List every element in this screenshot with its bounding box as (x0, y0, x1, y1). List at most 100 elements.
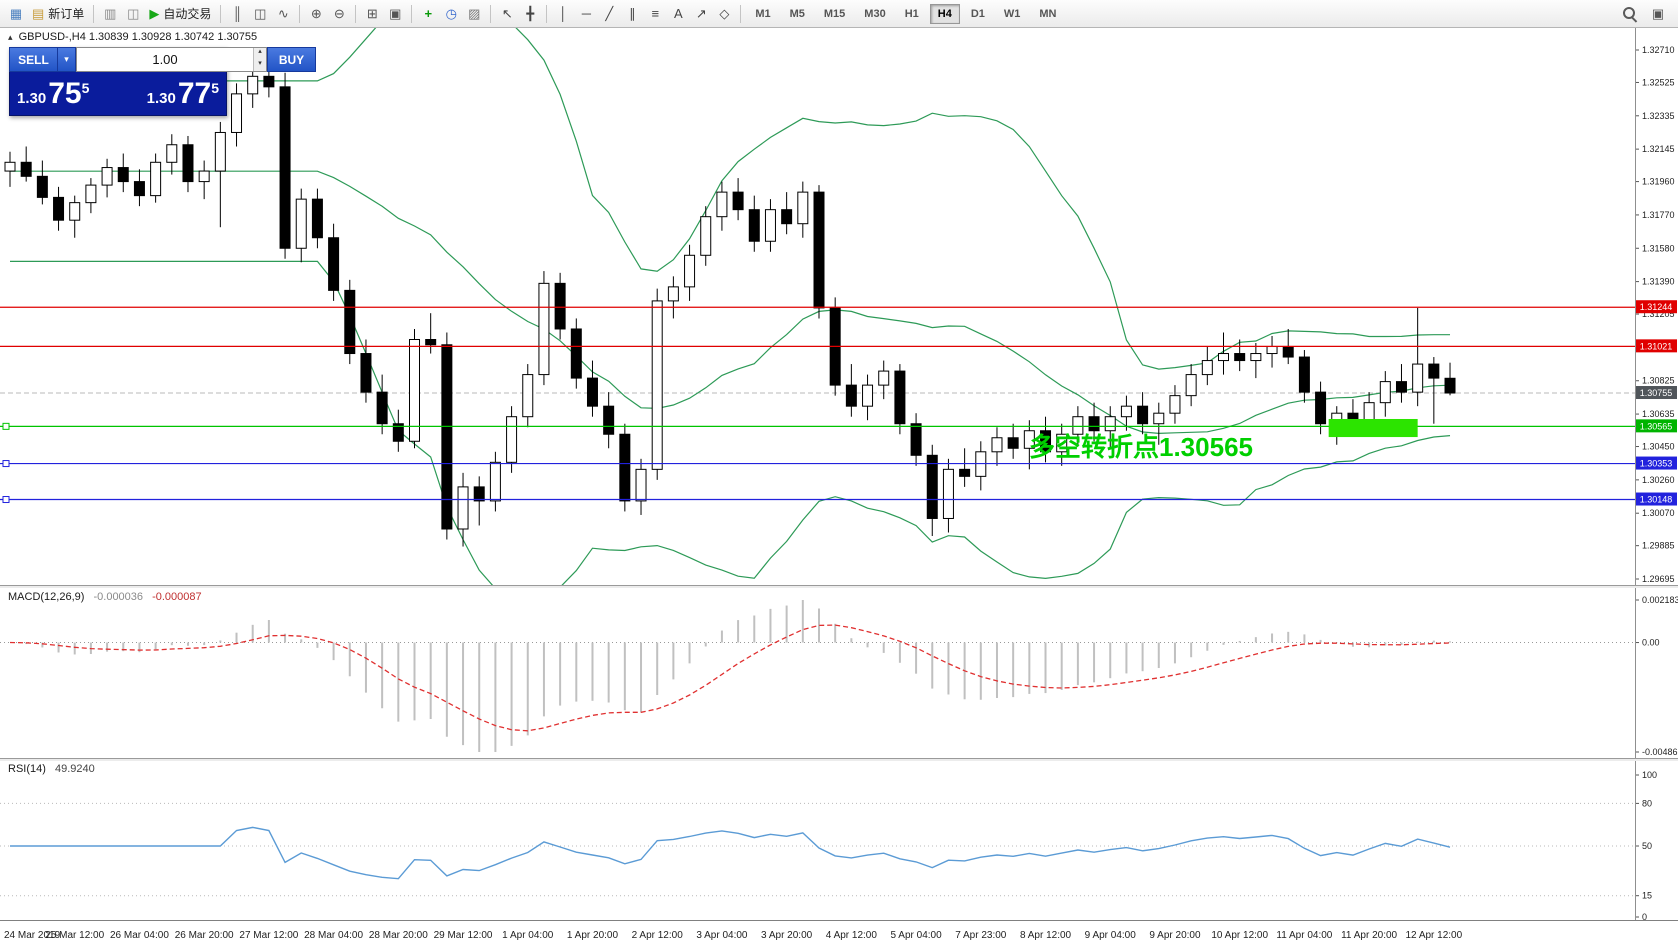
timeframe-d1[interactable]: D1 (970, 7, 985, 20)
toolbar: ▦ ▤ 新订单 ▥ ◫ ▶ 自动交易 ║ ◫ ∿ ⊕ ⊖ ⊞ ▣ + ◷ ▨ ↖ ╋ │ ─ ╱ ∥ ≡ A ↗ ◇ M1 M5 M15 M… (0, 0, 1678, 28)
time-label: 9 Apr 04:00 (1084, 930, 1136, 941)
trendline-icon[interactable]: ╱ (605, 6, 614, 21)
rsi-line (10, 826, 1451, 880)
vertical-line-icon[interactable]: │ (559, 6, 568, 21)
candle-body (748, 209, 760, 242)
time-label: 11 Apr 04:00 (1276, 930, 1333, 941)
autotrade-button[interactable]: ▶ 自动交易 (149, 6, 212, 21)
timeframe-m5[interactable]: M5 (789, 7, 805, 20)
timeframe-m30[interactable]: M30 (864, 7, 886, 20)
rsi-axis-label: 100 (1642, 770, 1657, 780)
cursor-icon[interactable]: ↖ (501, 6, 513, 21)
zoom-out-icon[interactable]: ⊖ (333, 6, 345, 21)
volume-box: ▴ ▾ (76, 47, 267, 72)
candle-body (862, 384, 874, 407)
candle-body (295, 198, 307, 249)
candle-body (700, 216, 712, 256)
candle-body (101, 167, 113, 186)
candle-body (959, 468, 971, 477)
new-chart-icon[interactable]: ▣ (389, 6, 402, 21)
candle-body (1412, 363, 1424, 393)
candle-body (489, 461, 501, 502)
tile-windows-icon[interactable]: ⊞ (366, 6, 378, 21)
candle-body (538, 282, 550, 376)
timeframe-m15[interactable]: M15 (823, 7, 846, 20)
toolbar-separator (355, 4, 357, 23)
timeframe-mn[interactable]: MN (1039, 7, 1057, 20)
chart-window-icon[interactable]: ▦ (9, 6, 23, 21)
one-click-collapse-icon[interactable]: ▴ (8, 32, 13, 42)
price-tick: 1.30825 (1642, 376, 1675, 386)
macd-axis-label: 0.00 (1642, 638, 1660, 648)
arrow-icon[interactable]: ↗ (695, 6, 707, 21)
sell-price-head: 1.30 (17, 89, 47, 107)
crosshair-icon[interactable]: ╋ (526, 6, 535, 21)
trade-widget-top-row: SELL ▾ ▴ ▾ BUY (9, 47, 316, 72)
price-tag-text: 1.31021 (1640, 341, 1673, 351)
pivot-annotation[interactable]: 多空转折点1.30565 (1029, 432, 1253, 462)
candle-body (311, 198, 323, 239)
shapes-icon[interactable]: ◇ (719, 6, 730, 21)
toolbar-separator (220, 4, 222, 23)
candle-body (85, 184, 97, 204)
candlestick-chart-icon[interactable]: ◫ (254, 6, 267, 21)
candle-body (1153, 412, 1165, 425)
templates-icon[interactable]: ▨ (468, 6, 481, 21)
timeframe-h1[interactable]: H1 (904, 7, 919, 20)
volume-down-button[interactable]: ▾ (254, 59, 266, 71)
candle-body (1428, 363, 1440, 379)
volume-up-button[interactable]: ▴ (254, 48, 266, 60)
text-icon[interactable]: A (673, 6, 683, 21)
zoom-in-icon[interactable]: ⊕ (310, 6, 322, 21)
price-axis[interactable] (1636, 28, 1678, 920)
candle-body (1040, 430, 1052, 453)
macd-panel-divider[interactable] (0, 585, 1678, 588)
candle-body (166, 144, 178, 163)
horizontal-line-icon[interactable]: ─ (581, 6, 591, 21)
candle-body (991, 437, 1003, 453)
toolbar-right-group: ▣ (1618, 3, 1673, 25)
price-tick: 1.32525 (1642, 77, 1675, 87)
sell-button[interactable]: SELL (9, 47, 58, 72)
line-chart-icon[interactable]: ∿ (277, 6, 289, 21)
time-label: 10 Apr 12:00 (1211, 930, 1269, 941)
volume-dropdown-button[interactable]: ▾ (58, 47, 76, 72)
new-order-button[interactable]: ▤ 新订单 (32, 6, 85, 21)
buy-price[interactable]: 1.30 77 5 (147, 78, 219, 109)
candle-body (1218, 353, 1229, 362)
timeframe-w1[interactable]: W1 (1003, 7, 1021, 20)
candle-body (1072, 416, 1084, 435)
candle-body (117, 167, 129, 183)
profiles-icon[interactable]: ▥ (104, 6, 117, 21)
time-label: 2 Apr 12:00 (631, 930, 683, 941)
highlight-rectangle[interactable] (1328, 418, 1418, 438)
timeframe-h4[interactable]: H4 (929, 3, 960, 24)
time-axis[interactable]: 24 Mar 2019 25 Mar 12:00 26 Mar 04:00 26 Ma… (0, 920, 1678, 950)
price-axis-labels: 1.32710 1.32525 1.32335 1.32145 1.31960 1.317… (9, 45, 1678, 926)
time-label: 4 Apr 12:00 (825, 930, 877, 941)
chart-profile-icon[interactable]: ▣ (1651, 6, 1665, 21)
periods-icon[interactable]: ◷ (445, 6, 457, 21)
candle-body (133, 181, 145, 197)
bar-chart-icon[interactable]: ║ (232, 6, 242, 21)
search-icon[interactable] (1618, 3, 1641, 25)
candle-body (781, 209, 793, 225)
price-tick: 1.31390 (1642, 277, 1675, 287)
price-tick: 1.29885 (1642, 541, 1675, 551)
candle-body (926, 454, 938, 519)
volume-input[interactable] (77, 48, 253, 71)
price-tick: 1.30450 (1642, 442, 1675, 452)
candle-body (392, 423, 404, 442)
indicators-icon[interactable]: + (424, 6, 433, 21)
fibonacci-icon[interactable]: ≡ (651, 6, 660, 21)
price-tick: 1.30070 (1642, 508, 1675, 518)
toolbar-separator (490, 4, 492, 23)
buy-button[interactable]: BUY (267, 47, 316, 72)
sell-price[interactable]: 1.30 75 5 (17, 78, 89, 109)
data-window-icon[interactable]: ◫ (127, 6, 140, 21)
channel-icon[interactable]: ∥ (629, 6, 636, 21)
timeframe-m1[interactable]: M1 (755, 7, 771, 20)
rsi-panel-divider[interactable] (0, 758, 1678, 761)
macd-value-signal: -0.000087 (152, 591, 202, 603)
